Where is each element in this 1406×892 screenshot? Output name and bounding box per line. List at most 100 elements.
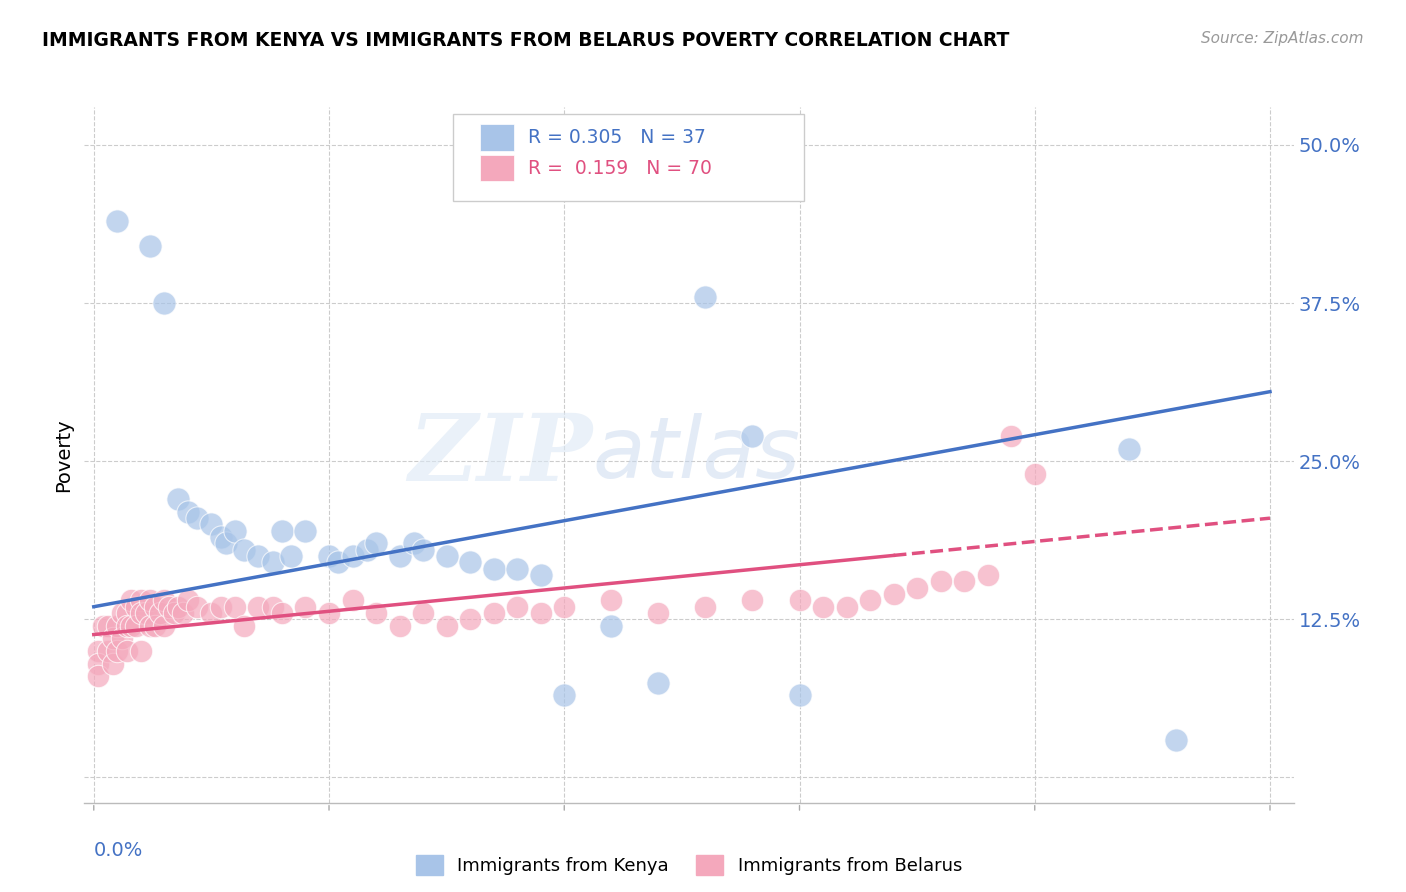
Bar [479, 155, 513, 181]
Point [600, 593, 623, 607]
Point [530, 568, 553, 582]
Point [741, 593, 763, 607]
Point [1000, 429, 1022, 443]
Point [143, 618, 166, 632]
Point [87, 657, 110, 671]
Point [153, 618, 176, 632]
Text: R =  0.159   N = 70: R = 0.159 N = 70 [529, 159, 711, 178]
Point [129, 644, 152, 658]
Point [553, 688, 575, 702]
Point [105, 214, 128, 228]
Point [115, 618, 138, 632]
Point [224, 599, 246, 614]
Point [115, 606, 138, 620]
Point [364, 606, 387, 620]
Point [139, 593, 162, 607]
Text: IMMIGRANTS FROM KENYA VS IMMIGRANTS FROM BELARUS POVERTY CORRELATION CHART: IMMIGRANTS FROM KENYA VS IMMIGRANTS FROM… [42, 31, 1010, 50]
Point [135, 606, 157, 620]
Point [153, 296, 176, 310]
Point [97, 618, 120, 632]
Point [224, 524, 246, 538]
Point [167, 599, 190, 614]
Point [209, 599, 232, 614]
Point [111, 632, 134, 646]
Point [412, 542, 434, 557]
Point [600, 618, 623, 632]
Point [553, 599, 575, 614]
Point [318, 549, 340, 563]
Point [120, 593, 142, 607]
Point [458, 556, 481, 570]
Point [209, 530, 232, 544]
Point [412, 606, 434, 620]
Point [436, 549, 458, 563]
Point [111, 606, 134, 620]
Point [356, 542, 378, 557]
Point [342, 549, 364, 563]
Point [186, 511, 208, 525]
Point [506, 562, 529, 576]
Point [789, 688, 811, 702]
Point [91, 618, 114, 632]
Point [101, 632, 124, 646]
Text: R = 0.305   N = 37: R = 0.305 N = 37 [529, 128, 706, 147]
Point [482, 606, 505, 620]
Y-axis label: Poverty: Poverty [55, 418, 73, 491]
Point [139, 618, 162, 632]
Point [105, 618, 128, 632]
Point [233, 542, 256, 557]
Point [280, 549, 302, 563]
Point [247, 549, 270, 563]
Point [929, 574, 952, 589]
Point [953, 574, 976, 589]
Text: ZIP: ZIP [408, 410, 592, 500]
Point [647, 606, 669, 620]
Point [342, 593, 364, 607]
Point [530, 606, 553, 620]
Point [167, 492, 190, 507]
Point [139, 239, 162, 253]
Point [271, 524, 294, 538]
Point [120, 618, 142, 632]
Point [835, 599, 858, 614]
Point [87, 669, 110, 683]
Point [1164, 732, 1187, 747]
Point [125, 618, 148, 632]
Point [115, 644, 138, 658]
Point [1118, 442, 1140, 456]
Point [976, 568, 998, 582]
Point [859, 593, 882, 607]
Point [811, 599, 834, 614]
Point [177, 505, 200, 519]
Point [200, 517, 222, 532]
Point [149, 606, 172, 620]
Text: Source: ZipAtlas.com: Source: ZipAtlas.com [1201, 31, 1364, 46]
Text: 0.0%: 0.0% [94, 841, 143, 860]
Point [177, 593, 200, 607]
Point [328, 556, 350, 570]
Point [388, 549, 411, 563]
Point [1024, 467, 1046, 481]
Point [402, 536, 425, 550]
Point [695, 290, 717, 304]
Point [172, 606, 194, 620]
Point [905, 581, 928, 595]
Point [129, 593, 152, 607]
Point [262, 599, 284, 614]
Point [87, 644, 110, 658]
Text: atlas: atlas [592, 413, 800, 497]
Point [247, 599, 270, 614]
Point [458, 612, 481, 626]
Point [105, 644, 128, 658]
Bar [479, 124, 513, 151]
Point [200, 606, 222, 620]
Point [163, 606, 186, 620]
Point [482, 562, 505, 576]
Point [364, 536, 387, 550]
Point [262, 556, 284, 570]
Point [143, 599, 166, 614]
Point [153, 593, 176, 607]
Point [647, 675, 669, 690]
Point [506, 599, 529, 614]
Point [883, 587, 905, 601]
